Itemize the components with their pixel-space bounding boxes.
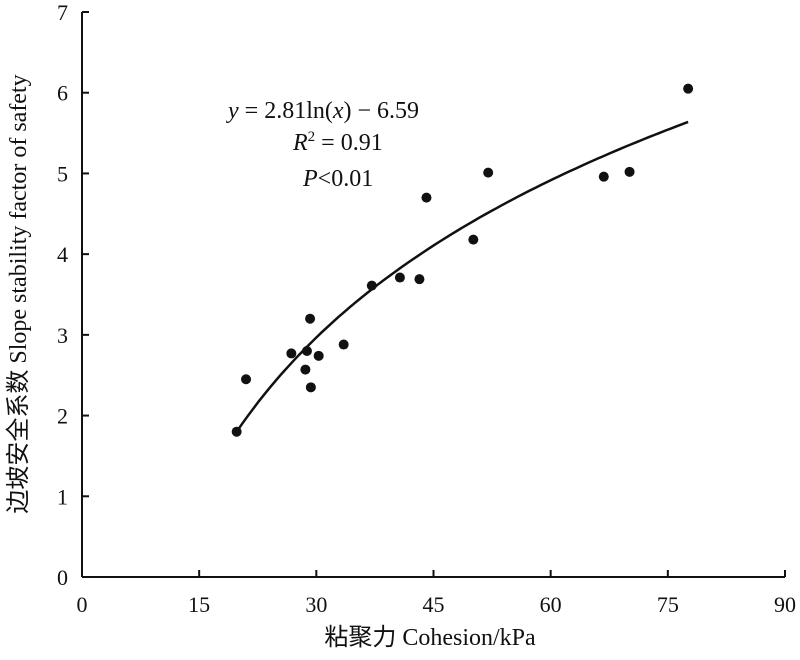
data-point [366,280,377,291]
data-point [468,234,479,245]
r-squared-label: R2 = 0.91 [292,129,383,156]
data-point [338,339,349,350]
y-tick-label: 4 [57,242,68,267]
x-tick-label: 15 [188,592,210,617]
y-tick-label: 6 [57,81,68,106]
data-point [241,374,252,385]
p-value-p: P [302,166,318,192]
data-point [301,346,312,356]
plot-axes [81,12,785,578]
x-tick-label: 0 [77,592,88,617]
x-axis-title: 粘聚力 Cohesion/kPa [324,624,536,651]
y-tick-label: 2 [57,404,68,429]
equation-label: y = 2.81ln(x) − 6.59 [226,98,419,124]
data-point [598,171,609,182]
data-point [305,313,316,324]
data-point [300,364,311,375]
data-point [313,350,324,361]
p-value-label: P<0.01 [302,166,373,192]
y-tick-label: 0 [57,565,68,590]
r-squared-sup: 2 [308,129,316,145]
equation-part1: = 2.81ln( [239,98,333,124]
x-ticks: 0 15 30 45 60 75 90 [77,570,796,617]
y-tick-label: 7 [57,0,68,25]
data-point [231,426,242,437]
x-tick-label: 45 [423,592,445,617]
x-tick-label: 75 [657,592,679,617]
data-point [483,167,494,178]
x-tick-label: 60 [540,592,562,617]
y-tick-label: 1 [57,484,68,509]
x-tick-label: 30 [305,592,327,617]
data-point [305,382,316,393]
y-tick-label: 5 [57,161,68,186]
data-point [624,166,635,177]
data-point [421,192,432,203]
x-tick-label: 90 [774,592,796,617]
data-points [231,83,694,437]
fit-curve [235,120,689,433]
fit-annotation: y = 2.81ln(x) − 6.59 R2 = 0.91 P<0.01 [226,98,419,192]
r-squared-r: R [292,130,308,156]
data-point [414,274,425,285]
y-axis-title: 边坡安全系数 Slope stability factor of safety [5,74,32,513]
data-point [683,83,694,94]
equation-x: x [332,98,344,124]
y-ticks: 0 1 2 3 4 5 6 7 [57,0,89,590]
y-tick-label: 3 [57,323,68,348]
data-point [394,272,405,283]
equation-y: y [226,98,239,124]
r-squared-value: = 0.91 [315,130,383,156]
equation-part2: ) − 6.59 [344,98,420,124]
p-value-rest: <0.01 [318,166,374,192]
data-point [286,348,297,359]
